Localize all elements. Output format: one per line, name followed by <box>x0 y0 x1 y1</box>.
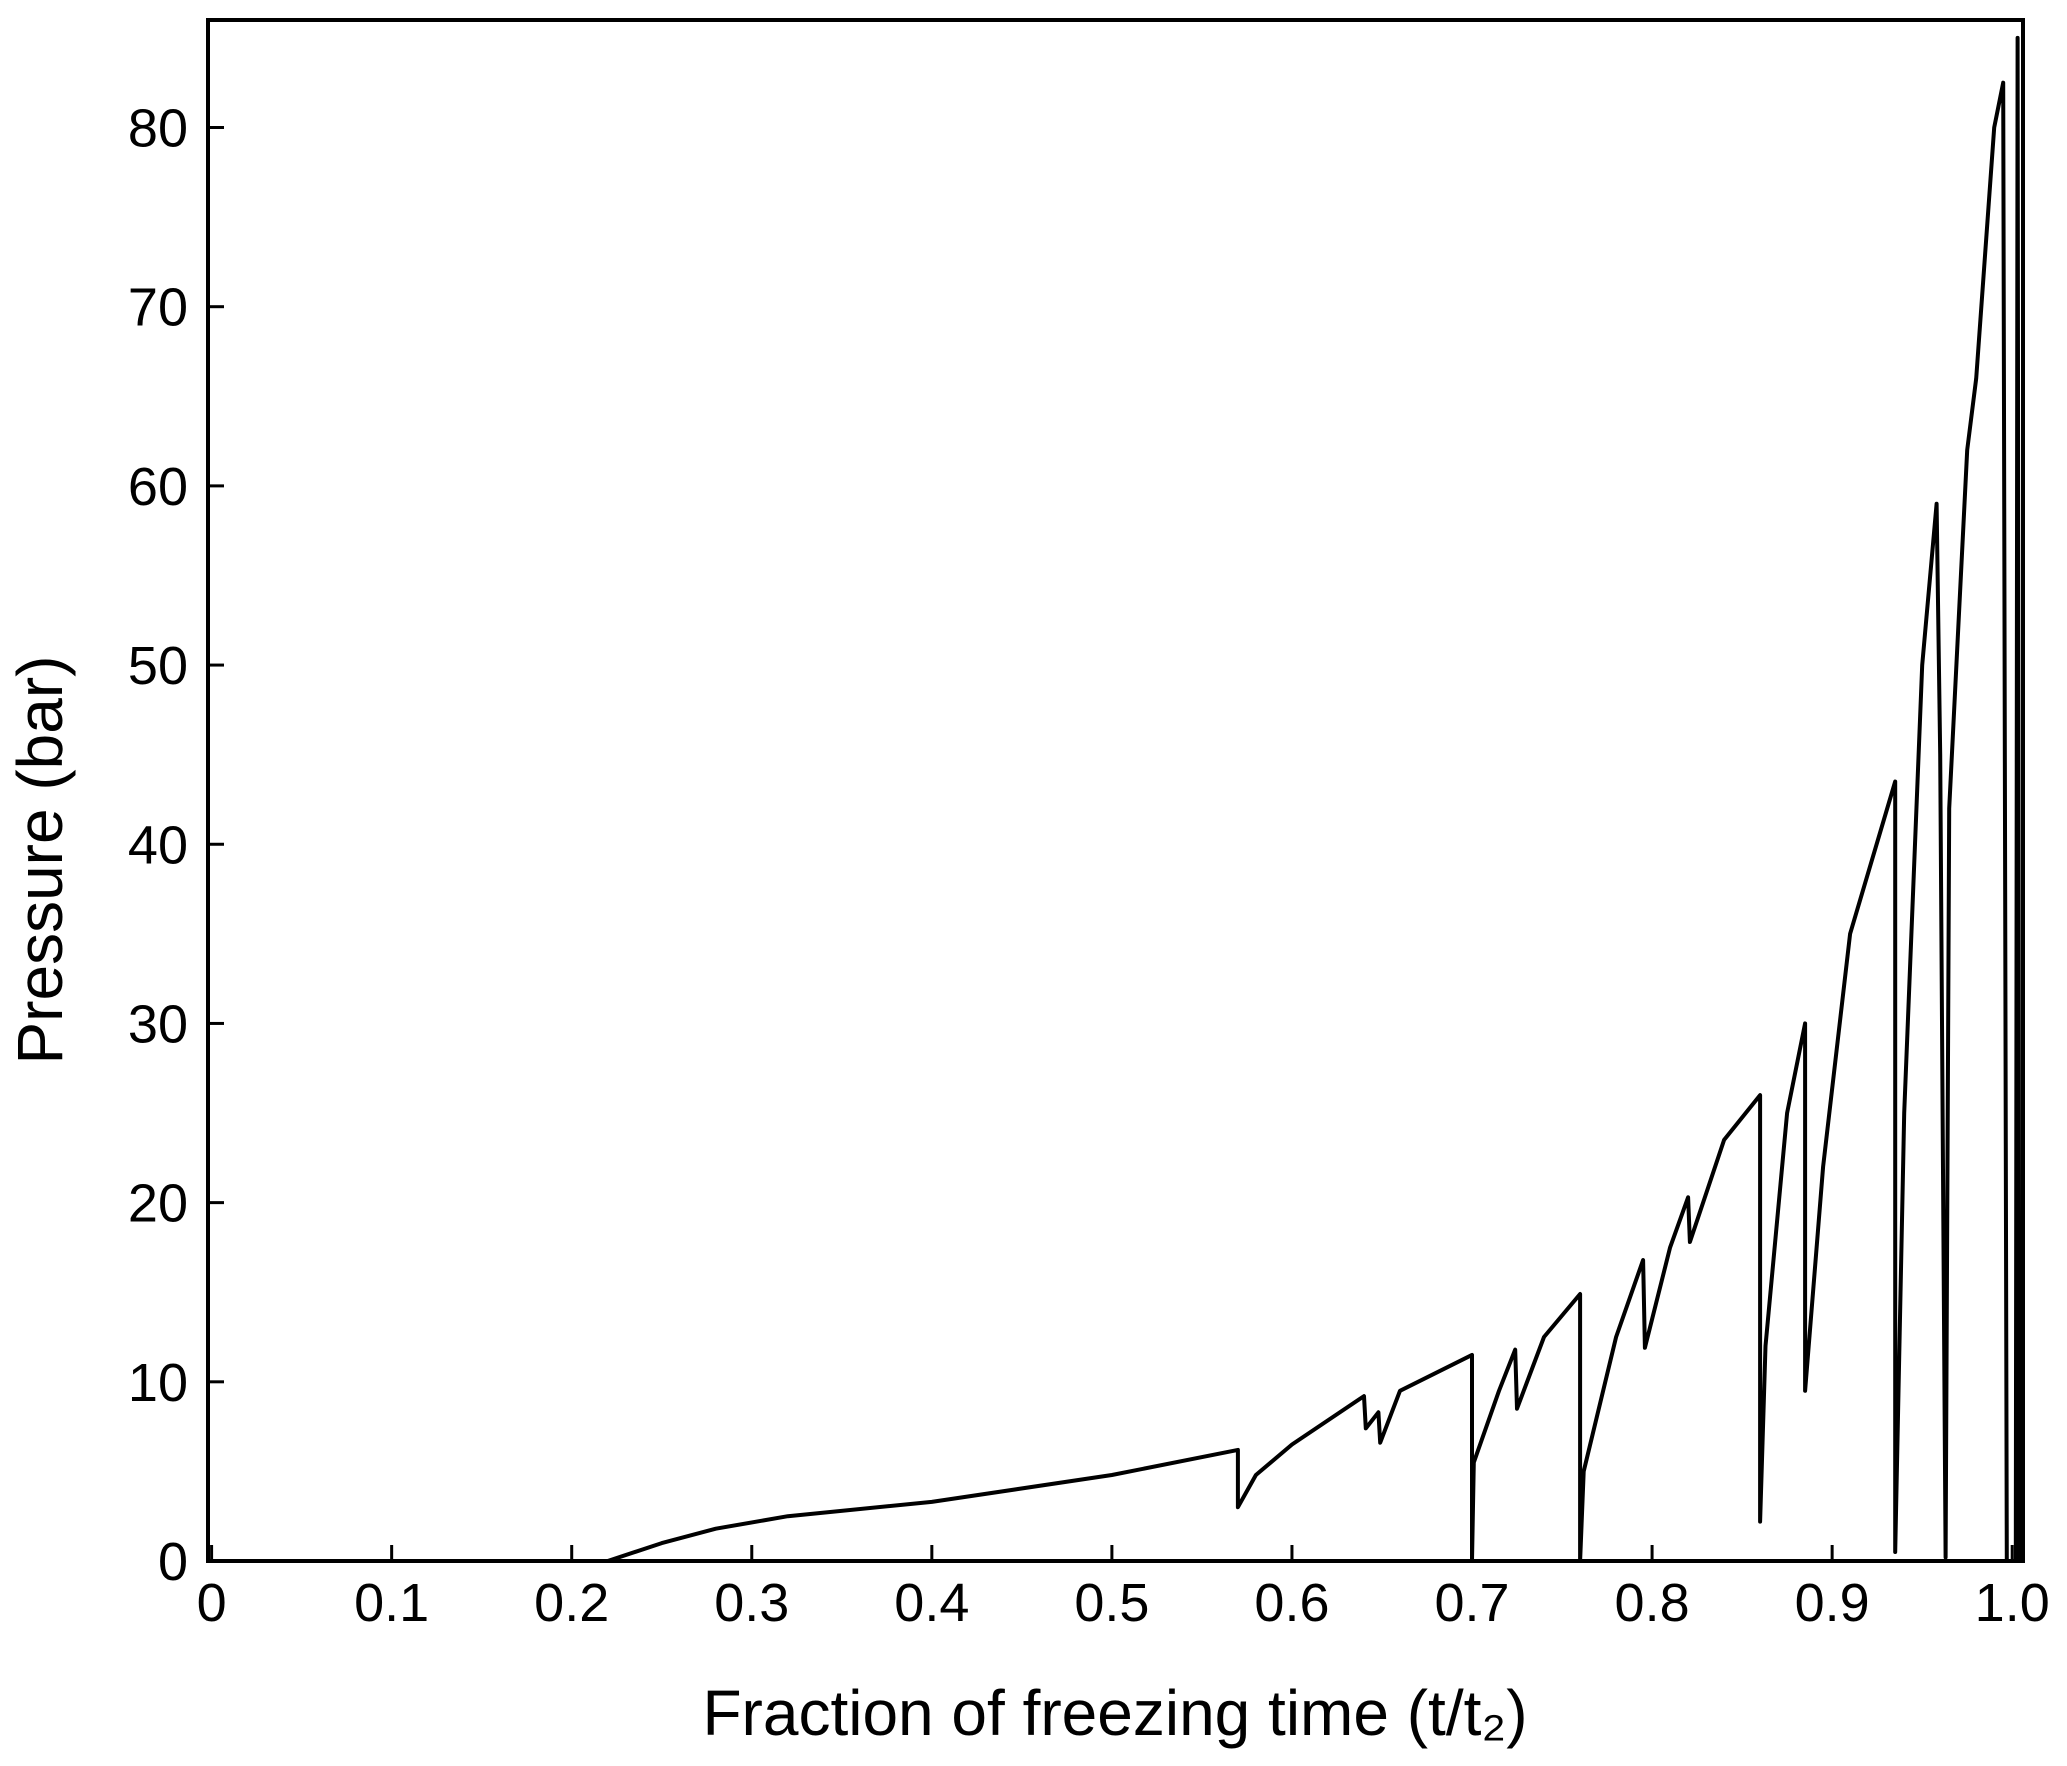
y-tick-label: 60 <box>128 457 188 517</box>
x-tick-label: 0.7 <box>1434 1573 1509 1633</box>
y-tick-label: 30 <box>128 994 188 1054</box>
x-tick-label: 0.6 <box>1254 1573 1329 1633</box>
y-tick-label: 80 <box>128 99 188 159</box>
data-line <box>211 35 2022 1563</box>
x-tick-label: 0.4 <box>894 1573 969 1633</box>
y-tick-label: 0 <box>158 1532 188 1592</box>
x-tick-label: 0.3 <box>714 1573 789 1633</box>
x-tick-label: 0.8 <box>1615 1573 1690 1633</box>
x-tick-label: 0.5 <box>1074 1573 1149 1633</box>
y-tick-label: 50 <box>128 636 188 696</box>
x-tick-label: 0.2 <box>534 1573 609 1633</box>
x-axis-title: Fraction of freezing time (t/t₂) <box>702 1677 1527 1749</box>
x-tick-label: 0.1 <box>354 1573 429 1633</box>
y-tick-label: 70 <box>128 278 188 338</box>
y-tick-label: 10 <box>128 1353 188 1413</box>
x-tick-label: 1.0 <box>1975 1573 2050 1633</box>
y-tick-label: 20 <box>128 1174 188 1234</box>
plot-frame <box>206 18 2025 1563</box>
x-tick-label: 0 <box>197 1573 227 1633</box>
y-axis-title: Pressure (bar) <box>4 656 76 1065</box>
y-tick-label: 40 <box>128 815 188 875</box>
x-tick-label: 0.9 <box>1795 1573 1870 1633</box>
